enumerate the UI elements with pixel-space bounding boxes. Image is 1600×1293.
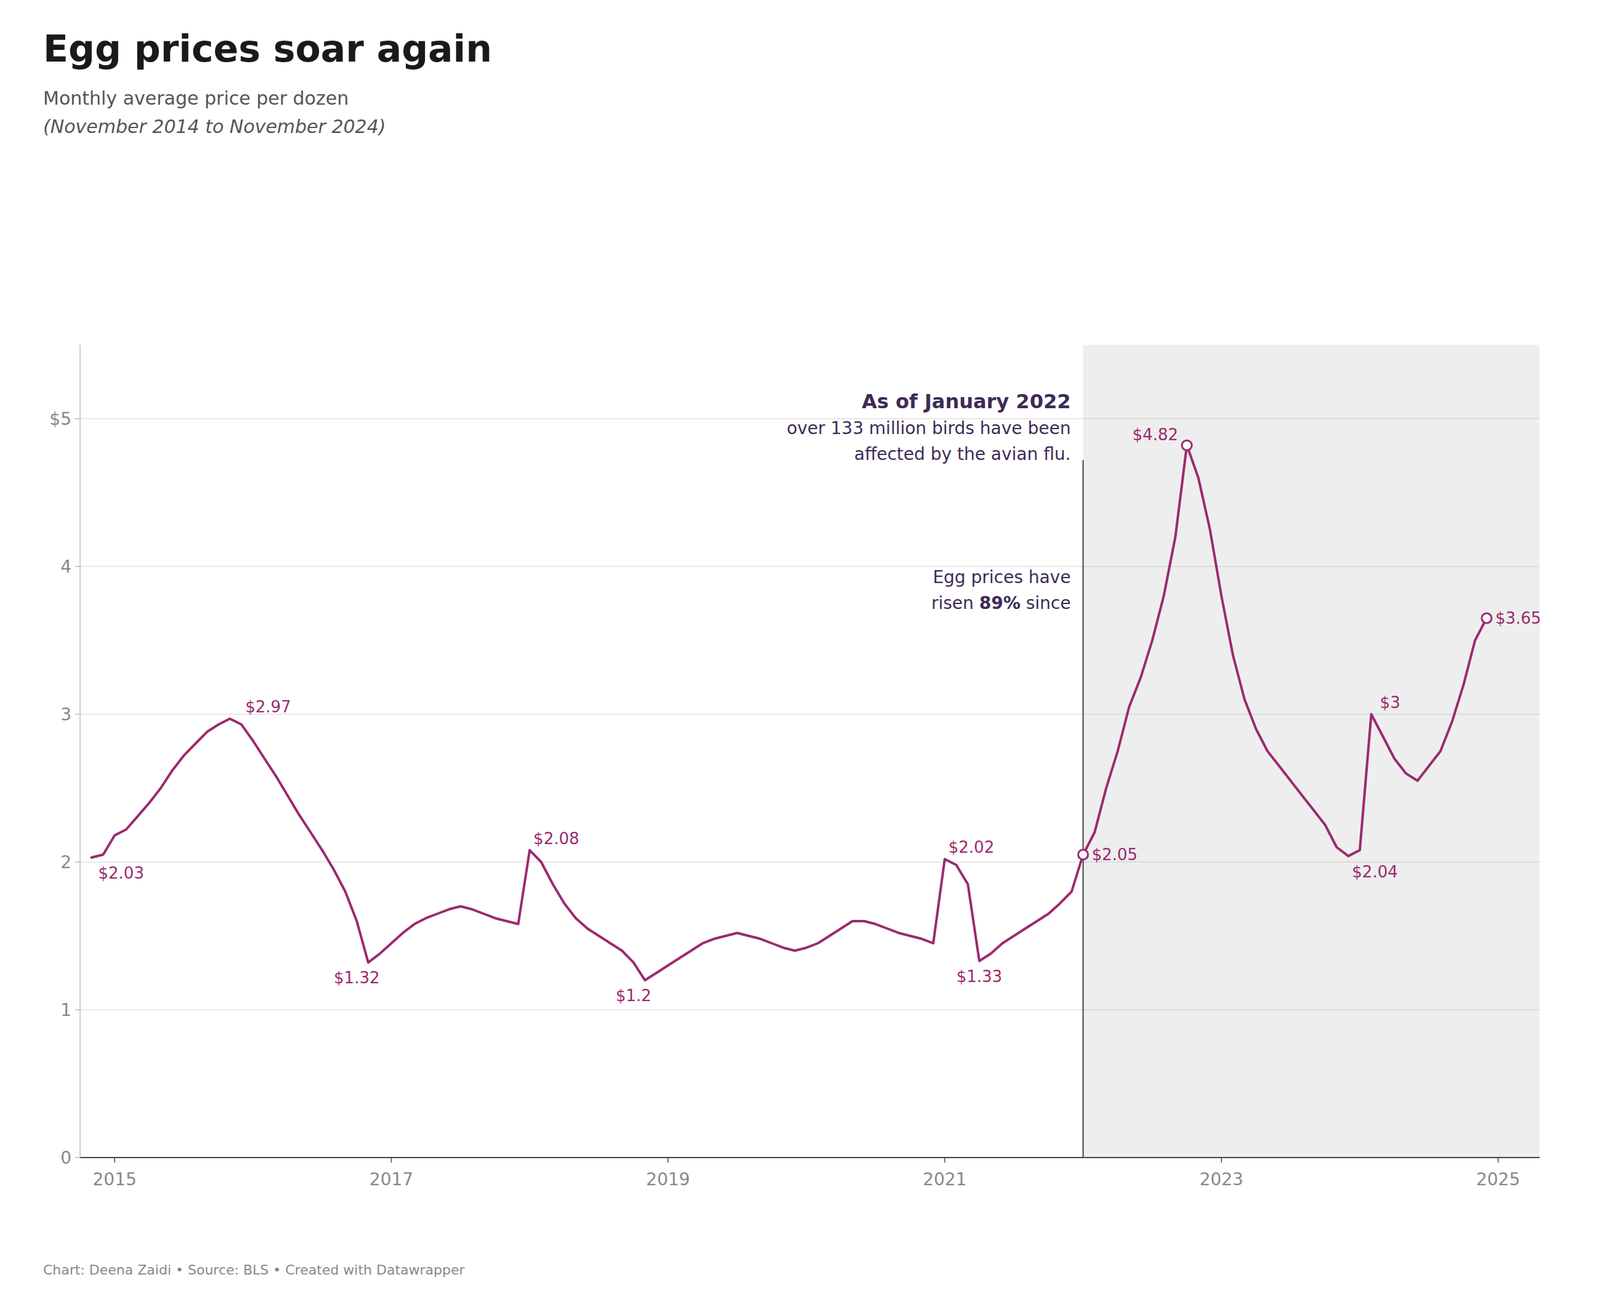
y-tick-label: 3 — [60, 704, 72, 725]
grid-line — [80, 1157, 1540, 1159]
x-tick — [113, 1157, 116, 1163]
y-tick-label: 4 — [60, 556, 72, 578]
y-tick — [75, 861, 81, 863]
y-tick-label: 0 — [60, 1147, 72, 1169]
point-label: $2.97 — [245, 697, 291, 717]
x-tick-label: 2017 — [369, 1169, 414, 1190]
grid-line — [1083, 1009, 1540, 1011]
y-tick — [75, 713, 81, 716]
point-label: $3 — [1380, 693, 1401, 712]
subtitle: Monthly average price per dozen — [43, 87, 349, 110]
point-marker — [1181, 440, 1192, 451]
subtitle: (November 2014 to November 2024) — [43, 115, 387, 138]
point-label: $2.04 — [1351, 862, 1398, 882]
x-tick — [391, 1157, 393, 1163]
point-marker — [1481, 613, 1492, 624]
point-label: $2.03 — [98, 864, 145, 883]
price-line — [91, 445, 1487, 981]
chart: Egg prices soar again Monthly average pri… — [0, 0, 1600, 1293]
x-tick-label: 2019 — [646, 1169, 690, 1190]
title: Egg prices soar again — [43, 27, 493, 71]
annotation: risen 89% since — [931, 593, 1071, 614]
annotation: over 133 million birds have been — [786, 418, 1071, 439]
grid-line — [1083, 861, 1540, 863]
grid-line — [80, 713, 1540, 716]
x-tick — [667, 1157, 669, 1163]
point-label: $2.05 — [1091, 845, 1138, 865]
y-tick — [75, 418, 81, 420]
point-label: $2.02 — [948, 838, 994, 857]
y-tick — [75, 565, 81, 568]
grid-line — [1083, 418, 1540, 420]
background — [0, 0, 1600, 1293]
point-label: $1.33 — [956, 967, 1003, 986]
grid-line — [1083, 565, 1540, 568]
annotation: As of January 2022 — [861, 389, 1071, 414]
shaded-region — [1083, 344, 1540, 1158]
x-tick — [1221, 1157, 1223, 1163]
point-label: $3.65 — [1495, 609, 1541, 628]
point-label: $2.08 — [533, 829, 579, 849]
x-tick — [944, 1157, 946, 1163]
grid-line — [1083, 713, 1540, 716]
grid-line — [80, 1009, 1540, 1011]
x-axis-line — [80, 1157, 1540, 1159]
annotation: Egg prices have — [933, 567, 1071, 588]
point-label: $1.2 — [615, 986, 652, 1006]
y-axis-line — [79, 344, 81, 1158]
point-label: $1.32 — [333, 968, 380, 988]
y-tick — [75, 1157, 81, 1159]
y-tick-label: $5 — [49, 408, 72, 430]
grid-line — [80, 861, 1540, 863]
point-marker — [1078, 849, 1089, 860]
reference-line — [1082, 460, 1084, 1158]
x-tick-label: 2025 — [1476, 1169, 1520, 1190]
x-tick-label: 2015 — [92, 1169, 137, 1190]
annotation: affected by the avian flu. — [854, 444, 1071, 465]
source: Chart: Deena Zaidi • Source: BLS • Creat… — [43, 1262, 465, 1278]
y-tick-label: 1 — [60, 1000, 72, 1021]
point-label: $4.82 — [1132, 425, 1179, 445]
x-tick — [1497, 1157, 1499, 1163]
annotation-part: since — [1020, 593, 1071, 614]
x-tick-label: 2023 — [1199, 1169, 1244, 1190]
grid-line — [80, 565, 1540, 568]
chart-root: Egg prices soar again Monthly average pri… — [0, 0, 1600, 1293]
annotation-emphasis: 89% — [979, 593, 1021, 614]
plot-area — [91, 344, 1540, 1158]
y-tick-label: 2 — [60, 852, 72, 873]
y-tick — [75, 1009, 81, 1011]
x-tick-label: 2021 — [922, 1169, 967, 1190]
annotation-part: risen — [931, 593, 980, 614]
